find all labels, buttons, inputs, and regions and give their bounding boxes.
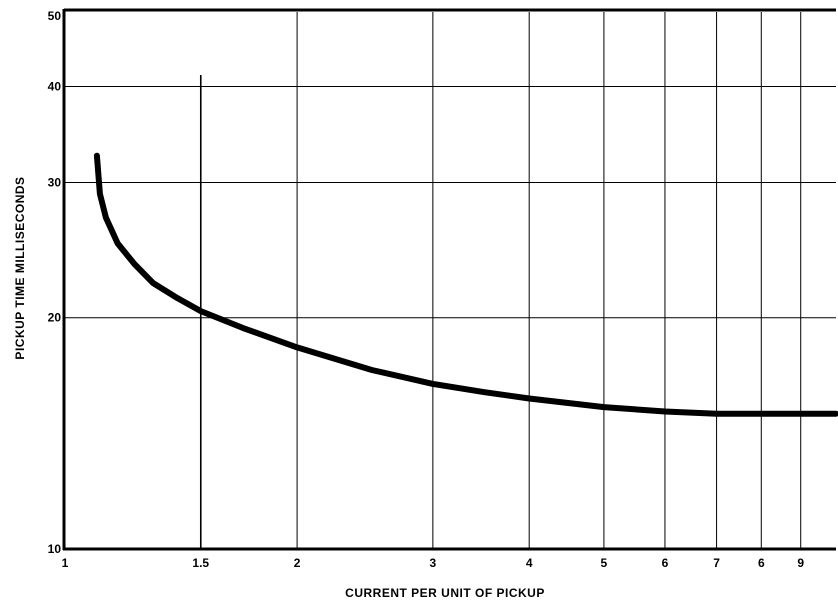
y-axis-title: PICKUP TIME MILLISECONDS <box>13 176 27 359</box>
x-tick-label: 6 <box>662 556 669 570</box>
series-group <box>93 152 838 417</box>
y-tick-label: 50 <box>48 9 62 23</box>
y-tick-label: 30 <box>48 175 62 189</box>
y-tick-label: 10 <box>48 542 62 556</box>
x-tick-label: 4 <box>526 556 533 570</box>
plot-frame <box>62 8 836 551</box>
y-tick-label: 40 <box>48 79 62 93</box>
x-tick-label: 5 <box>601 556 608 570</box>
y-tick-labels: 10 20 30 40 50 <box>48 9 62 556</box>
x-axis-title: CURRENT PER UNIT OF PICKUP <box>345 586 545 600</box>
grid-lines <box>65 12 836 549</box>
x-tick-label: 7 <box>713 556 720 570</box>
x-tick-labels: 1 1.5 2 3 4 5 6 7 6 9 <box>62 556 805 570</box>
x-tick-label: 1.5 <box>192 556 209 570</box>
x-tick-label: 9 <box>797 556 804 570</box>
y-tick-label: 20 <box>48 311 62 325</box>
x-tick-label: 6 <box>758 556 765 570</box>
x-tick-label: 1 <box>62 556 69 570</box>
x-tick-label: 3 <box>430 556 437 570</box>
series-line <box>93 152 838 417</box>
x-tick-label: 2 <box>294 556 301 570</box>
